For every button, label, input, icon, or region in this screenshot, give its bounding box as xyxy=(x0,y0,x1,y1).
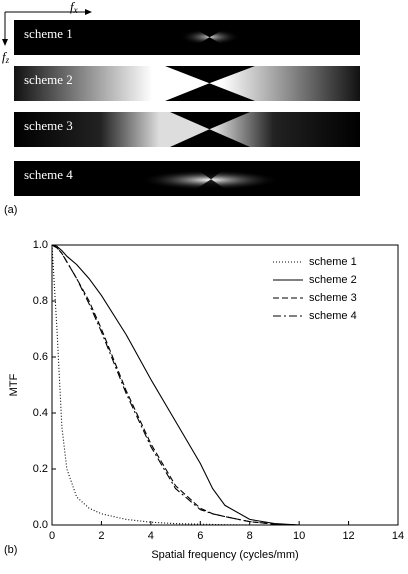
series-line xyxy=(51,244,300,526)
x-tick-label: 2 xyxy=(98,530,104,542)
strip-label: scheme 3 xyxy=(24,118,73,133)
legend-label: scheme 2 xyxy=(309,274,357,286)
y-tick-label: 0.6 xyxy=(33,351,48,363)
y-tick-label: 0.4 xyxy=(33,407,48,419)
strip-mask xyxy=(185,161,235,196)
symbol: f xyxy=(70,0,76,14)
x-tick-label: 4 xyxy=(148,530,154,542)
strip-mask xyxy=(165,66,255,101)
legend-label: scheme 1 xyxy=(309,256,357,268)
y-tick-label: 0.0 xyxy=(33,519,48,531)
panel-label: (a) xyxy=(4,204,17,216)
series-line xyxy=(51,244,300,526)
x-tick-label: 14 xyxy=(392,530,404,542)
legend-label: scheme 4 xyxy=(309,310,357,322)
x-tick-label: 8 xyxy=(247,530,253,542)
legend-label: scheme 3 xyxy=(309,292,357,304)
symbol: f xyxy=(2,49,8,64)
y-tick-label: 0.8 xyxy=(33,295,48,307)
plot-frame xyxy=(51,244,399,526)
fx-label: fx xyxy=(70,0,78,15)
fz-label: fz xyxy=(2,49,10,65)
panel-label: (b) xyxy=(4,544,17,556)
strip-label: scheme 4 xyxy=(24,167,73,182)
arrow-head xyxy=(2,39,8,46)
panel-b: (b) Spatial frequency (cycles/mm) MTF 0 2… xyxy=(4,239,404,561)
arrow-head xyxy=(85,9,92,15)
x-axis-label: Spatial frequency (cycles/mm) xyxy=(151,549,298,561)
strip-mask xyxy=(180,20,240,55)
series-line xyxy=(51,244,300,526)
x-tick-label: 12 xyxy=(342,530,354,542)
strip-mask xyxy=(170,112,250,147)
y-axis-label: MTF xyxy=(8,373,20,396)
x-tick-label: 10 xyxy=(293,530,305,542)
x-tick-label: 0 xyxy=(49,530,55,542)
series-line xyxy=(51,244,300,526)
x-tick-label: 6 xyxy=(197,530,203,542)
strip-label: scheme 2 xyxy=(24,72,73,87)
subscript: x xyxy=(73,5,78,15)
panel-a: scheme 1 scheme 2 scheme 3 scheme 4 fx f… xyxy=(2,0,360,216)
subscript: z xyxy=(5,55,10,65)
y-tick-label: 0.2 xyxy=(33,463,48,475)
strip-label: scheme 1 xyxy=(24,26,73,41)
y-tick-label: 1.0 xyxy=(33,239,48,251)
